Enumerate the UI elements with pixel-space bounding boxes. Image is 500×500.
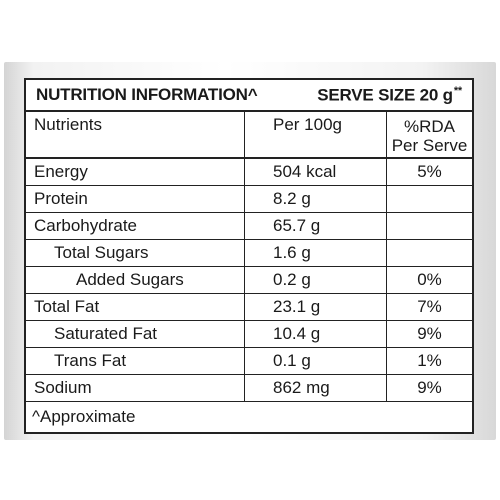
nutrient-name: Total Fat [26,294,245,320]
table-row: Carbohydrate 65.7 g [26,213,472,240]
per-100g-value: 0.1 g [245,348,387,374]
rda-value: 0% [417,269,442,289]
table-title: NUTRITION INFORMATION^ [36,85,258,104]
table-row: Protein 8.2 g [26,186,472,213]
column-header-rda-line2: Per Serve [391,135,468,155]
rda-value: 1% [417,350,442,370]
nutrition-table: NUTRITION INFORMATION^ SERVE SIZE 20 g**… [24,78,474,434]
column-header-row: Nutrients Per 100g %RDA Per Serve [26,112,472,159]
serve-size-footnote-mark: ** [453,84,462,97]
table-title-row: NUTRITION INFORMATION^ SERVE SIZE 20 g** [26,80,472,112]
nutrient-name: Protein [26,186,245,212]
table-row: Trans Fat 0.1 g 1% [26,348,472,375]
rda-value: 7% [417,296,442,316]
rda-value: 9% [417,323,442,343]
serve-size: SERVE SIZE 20 g** [317,84,462,105]
per-100g-value: 1.6 g [245,240,387,266]
column-header-rda-line1: %RDA [403,116,455,136]
rda-value [387,213,472,239]
per-100g-value: 8.2 g [245,186,387,212]
rda-value [387,240,472,266]
nutrient-name: Sodium [26,375,245,401]
per-100g-value: 504 kcal [245,159,387,185]
nutrient-name: Total Sugars [26,240,245,266]
per-100g-value: 65.7 g [245,213,387,239]
nutrient-name: Energy [26,159,245,185]
table-row: Total Sugars 1.6 g [26,240,472,267]
per-100g-value: 10.4 g [245,321,387,347]
per-100g-value: 862 mg [245,375,387,401]
table-row: Added Sugars 0.2 g 0% [26,267,472,294]
per-100g-value: 0.2 g [245,267,387,293]
footnote: ^Approximate [32,407,136,426]
nutrient-name: Added Sugars [26,267,245,293]
nutrient-name: Carbohydrate [26,213,245,239]
column-header-rda: %RDA Per Serve [387,112,472,157]
table-row: Saturated Fat 10.4 g 9% [26,321,472,348]
table-row: Sodium 862 mg 9% [26,375,472,402]
table-row: Energy 504 kcal 5% [26,159,472,186]
column-header-per-100g: Per 100g [245,112,387,157]
column-header-nutrients: Nutrients [26,112,245,157]
rda-value [387,186,472,212]
per-100g-value: 23.1 g [245,294,387,320]
table-row: Total Fat 23.1 g 7% [26,294,472,321]
nutrient-name: Trans Fat [26,348,245,374]
nutrient-name: Saturated Fat [26,321,245,347]
rda-value: 9% [417,377,442,397]
rda-value: 5% [417,161,442,181]
